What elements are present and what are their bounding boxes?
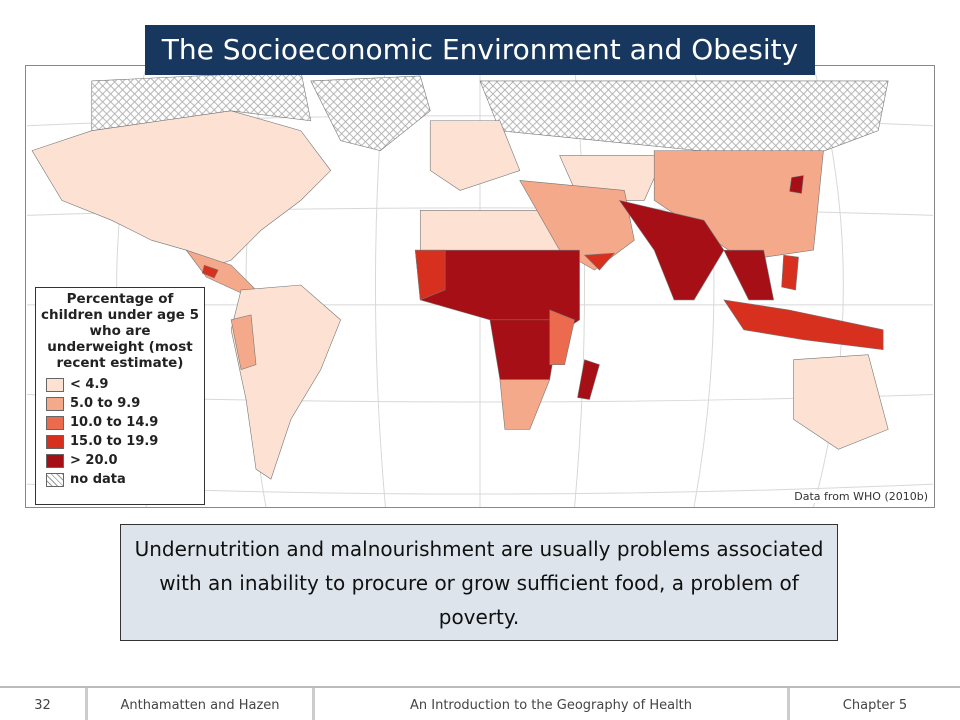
legend-label: 15.0 to 19.9 [70, 434, 159, 449]
southeast-asia [723, 249, 775, 301]
andes [230, 314, 257, 371]
indonesia [723, 299, 884, 351]
authors: Anthamatten and Hazen [88, 688, 315, 720]
yemen [583, 252, 616, 271]
legend-swatch [46, 396, 64, 411]
southern-africa [499, 379, 551, 430]
australia [793, 354, 889, 450]
legend-item: 10.0 to 14.9 [36, 413, 204, 432]
book-title: An Introduction to the Geography of Heal… [315, 688, 790, 720]
countries [31, 70, 889, 480]
middle-east [519, 180, 635, 271]
greenland [310, 75, 431, 151]
legend-label: < 4.9 [70, 377, 109, 392]
legend-title: Percentage of children under age 5 who a… [40, 291, 200, 371]
philippines [781, 254, 799, 291]
east-africa [549, 309, 575, 365]
west-africa [414, 249, 446, 301]
caption: Undernutrition and malnourishment are us… [120, 524, 838, 641]
south-america [230, 284, 341, 480]
legend: Percentage of children under age 5 who a… [35, 287, 205, 505]
legend-rows: < 4.9 5.0 to 9.9 10.0 to 14.9 15.0 to 19.9 >… [36, 375, 204, 489]
russia [479, 80, 889, 161]
north-america [31, 110, 332, 271]
legend-swatch [46, 415, 64, 430]
central-africa [489, 319, 560, 380]
europe [429, 120, 521, 191]
legend-label: > 20.0 [70, 453, 118, 468]
legend-item: < 4.9 [36, 375, 204, 394]
page-number: 32 [0, 688, 88, 720]
slide-title: The Socioeconomic Environment and Obesit… [145, 25, 815, 75]
madagascar [577, 359, 600, 400]
north-korea [789, 175, 804, 194]
legend-item: 15.0 to 19.9 [36, 432, 204, 451]
legend-item: > 20.0 [36, 451, 204, 470]
legend-label: 10.0 to 14.9 [70, 415, 159, 430]
legend-item: 5.0 to 9.9 [36, 394, 204, 413]
source-note: Data from WHO (2010b) [792, 490, 930, 503]
legend-item: no data [36, 470, 204, 489]
legend-swatch [46, 434, 64, 449]
guatemala [201, 264, 219, 279]
south-asia [618, 199, 725, 301]
legend-swatch [46, 472, 64, 487]
legend-label: 5.0 to 9.9 [70, 396, 141, 411]
chapter: Chapter 5 [842, 697, 908, 713]
legend-swatch [46, 453, 64, 468]
legend-label: no data [70, 472, 126, 487]
legend-swatch [46, 377, 64, 392]
footer: 32 Anthamatten and Hazen An Introduction… [0, 686, 960, 720]
